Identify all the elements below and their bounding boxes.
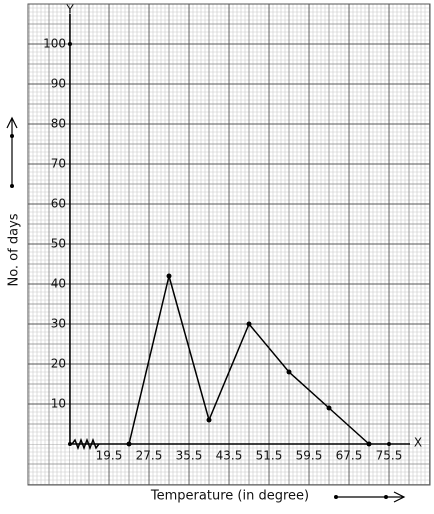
x-tick-label: 43.5 [216, 449, 243, 463]
y-tick-label: 70 [51, 157, 66, 171]
y-tick-label: 60 [51, 197, 66, 211]
point [326, 405, 332, 411]
y-tick-label: 50 [51, 237, 66, 251]
axis-dot [387, 442, 391, 446]
x-tick-label: 35.5 [176, 449, 203, 463]
y-tick-label: 30 [51, 317, 66, 331]
axis-dot [68, 42, 72, 46]
x-tick-label: 51.5 [256, 449, 283, 463]
point [206, 417, 212, 423]
origin-dot [68, 442, 72, 446]
point [166, 273, 172, 279]
x-tick-label: 67.5 [336, 449, 363, 463]
y-axis-name: Y [65, 3, 74, 17]
y-tick-label: 10 [51, 397, 66, 411]
x-tick-label: 75.5 [376, 449, 403, 463]
y-tick-label: 100 [43, 37, 66, 51]
axis-break [71, 437, 100, 451]
y-tick-label: 40 [51, 277, 66, 291]
y-tick-label: 20 [51, 357, 66, 371]
arrow-head [393, 491, 406, 503]
arrow-dot [384, 495, 388, 499]
x-tick-label: 27.5 [136, 449, 163, 463]
point [366, 441, 372, 447]
x-axis-title: Temperature (in degree) [150, 489, 309, 504]
y-axis-title: No. of days [7, 213, 22, 286]
arrow-head [6, 116, 18, 129]
y-tick-label: 80 [51, 117, 66, 131]
point [246, 321, 252, 327]
x-tick-label: 19.5 [96, 449, 123, 463]
point [126, 441, 132, 447]
y-tick-label: 90 [51, 77, 66, 91]
grid [28, 4, 430, 485]
arrow-dot [10, 134, 14, 138]
x-axis-name: X [414, 436, 422, 450]
arrow-dot [334, 495, 338, 499]
arrow-dot [10, 184, 14, 188]
point [286, 369, 292, 375]
x-tick-label: 59.5 [296, 449, 323, 463]
